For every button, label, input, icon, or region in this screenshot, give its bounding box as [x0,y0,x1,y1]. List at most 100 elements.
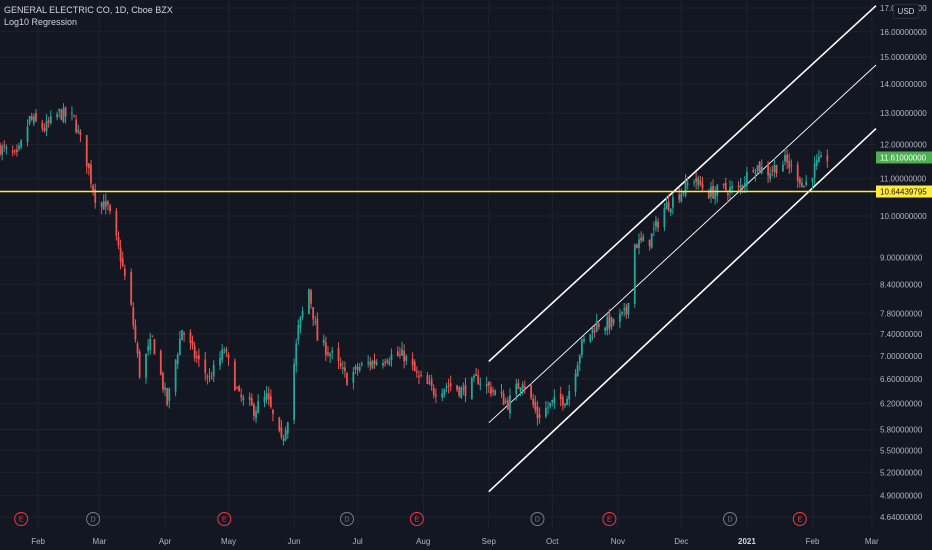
candle [369,357,372,371]
earnings-marker[interactable]: E [602,512,617,526]
dividend-marker[interactable]: D [340,512,355,526]
candle-body [781,164,784,172]
candle-body [604,327,607,331]
marker-circle [409,512,424,526]
candle [553,389,556,409]
candle [75,114,78,134]
dividend-marker[interactable]: D [86,512,101,526]
candle [272,408,274,422]
candle [356,362,359,376]
candle-body [26,126,29,142]
candle [43,123,46,133]
candle-body [16,149,18,153]
candle [77,124,80,135]
candle-body [382,362,384,366]
candle-body [589,334,592,342]
candle [92,183,95,196]
candle [576,361,579,377]
candle-body [388,361,391,365]
candle [255,406,257,424]
candle-body [286,422,289,434]
candle-body [515,384,518,395]
candle-body [633,244,636,304]
candle-body [11,150,14,153]
candle [650,233,653,249]
candle-body [73,114,75,116]
indicator-title[interactable]: Log10 Regression [4,17,78,27]
candle-body [737,186,740,188]
candle-body [151,335,154,337]
candle-body [686,183,689,185]
candle-body [41,122,44,129]
candle-body [327,352,329,355]
dividend-marker[interactable]: D [723,512,737,526]
symbol-title[interactable]: GENERAL ELECTRIC CO, 1D, Cboe BZX [4,5,173,15]
candle-body [534,401,537,411]
marker-letter: E [415,517,420,524]
price-tick-label: 7.40000000 [880,330,923,339]
candle [606,313,609,336]
marker-letter: E [797,517,802,524]
candle [248,392,251,407]
candle [699,176,702,187]
candle [722,183,725,189]
candle [123,264,126,281]
horizontal-line-price-tag [876,185,932,198]
candle-body [671,197,674,208]
candle-body [769,173,772,179]
time-tick-label: Jun [288,537,301,546]
candle-body [635,244,638,249]
candle [257,394,260,414]
candle-body [238,386,241,392]
horizontal-line[interactable]: 10.64439795 [0,185,932,198]
candle [278,416,281,433]
candle [134,319,137,343]
candle [181,329,183,341]
earnings-marker[interactable]: E [14,512,29,526]
candle-body [519,387,522,393]
marker-circle [602,512,617,526]
earnings-marker[interactable]: E [792,512,807,526]
candle [756,165,759,175]
candle-body [746,171,748,186]
candle-body [509,395,511,414]
candle [633,243,636,308]
candle-body [269,396,272,408]
candle-body [337,348,340,362]
candle [371,359,374,370]
candle-body [621,311,623,314]
earnings-marker[interactable]: E [217,512,232,526]
candle [612,318,615,327]
candle [301,306,304,321]
candle-body [30,116,33,120]
earnings-marker[interactable]: E [409,512,424,526]
candle-body [648,239,651,247]
price-axis[interactable]: 17.0000000016.0000000015.0000000014.0000… [876,4,932,522]
candle-body [517,382,520,389]
dividend-marker[interactable]: D [530,512,545,526]
candle [238,384,241,392]
candle-body [502,393,505,405]
candle-body [221,349,224,360]
candle [58,108,61,118]
candle-body [314,321,317,323]
candle [773,158,776,178]
price-tick-label: 4.90000000 [880,492,923,501]
candle [798,176,801,188]
candle [206,373,209,385]
candle-body [149,338,152,350]
candle-body [233,361,236,391]
candle [236,386,238,390]
candle-body [166,388,169,405]
candle [559,386,562,407]
time-axis[interactable]: Feb Mar Apr May Jun Jul Aug Sep Oct Nov Dec 2021 Feb… [31,537,879,546]
candle [346,371,348,386]
candle-body [485,383,488,387]
candle [566,395,568,406]
candle [316,312,319,341]
candle-body [197,355,200,360]
currency-button[interactable]: USD [893,4,919,19]
candle-body [449,383,452,387]
candle-body [272,409,274,414]
